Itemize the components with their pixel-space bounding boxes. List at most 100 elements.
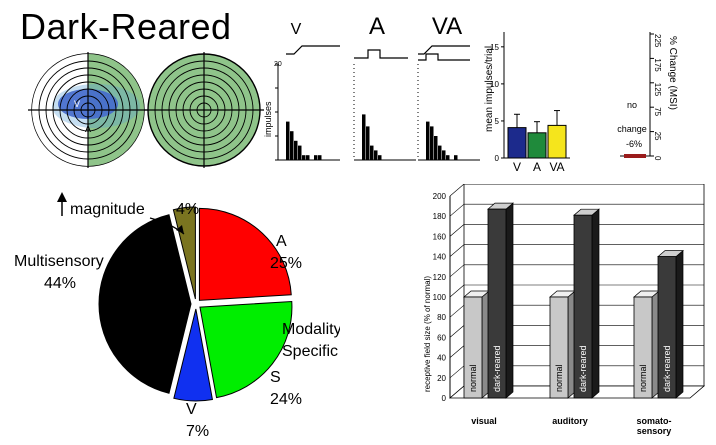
modality-specific-line1: Modality- <box>282 321 340 338</box>
stim-trace-v <box>286 45 340 55</box>
msi-ytick-label: 125 <box>653 83 662 97</box>
mean-xlabel: A <box>533 160 541 174</box>
rf-bar-normal <box>549 296 569 399</box>
rf-bar-label: dark-reared <box>492 345 502 392</box>
rf-gridline-side <box>449 184 465 197</box>
rf-bar-dark-reared <box>657 256 677 399</box>
rf-bar-normal <box>463 296 483 399</box>
rf-gridline-side <box>449 325 465 338</box>
rf-gridline-side <box>449 264 465 278</box>
psth-bin <box>294 140 298 160</box>
psth-ylabel: impulses <box>263 101 273 137</box>
rf-bar-side <box>591 208 600 399</box>
rf-ytick-label: 20 <box>437 374 446 383</box>
s-slice-label: S <box>270 369 281 386</box>
cond-va-label: VA <box>432 13 462 40</box>
rf-ylabel: receptive field size (% of normal) <box>423 276 432 392</box>
mean-bar-v <box>507 127 527 159</box>
psth-bin <box>366 126 370 160</box>
rf-ytick-label: 140 <box>433 253 447 262</box>
rf-bar-label: dark-reared <box>578 345 588 392</box>
receptive-field-diagram: V A <box>28 52 264 168</box>
rf-ytick-label: 200 <box>433 192 447 201</box>
msi-ytick-label: 0 <box>653 156 662 161</box>
msi-bar <box>624 154 646 158</box>
left-eye-field: V A <box>28 52 148 168</box>
rf-ytick-label: 80 <box>437 313 446 322</box>
pie-slice-multisensory <box>98 214 192 394</box>
rf-ytick-label: 120 <box>433 273 447 282</box>
s-slice-pct: 24% <box>270 391 302 408</box>
msi-chart: no change -6% 0 25 75 125 175 225 % Change (M… <box>617 32 678 161</box>
magnitude-leader-arrow-icon <box>176 225 184 234</box>
rf-ytick-label: 0 <box>442 394 447 403</box>
mean-ytick-label: 5 <box>495 117 500 126</box>
mean-ylabel: mean impulses/trial <box>484 46 495 132</box>
msi-value-label: -6% <box>626 139 642 149</box>
multisensory-label: Multisensory <box>14 253 104 270</box>
rf-gridline-side <box>449 224 465 237</box>
modality-specific-line2: Specific (56%) <box>282 343 340 360</box>
psth-bin <box>374 150 378 160</box>
stim-trace-va-auditory <box>418 53 470 61</box>
stim-trace-a <box>354 49 408 59</box>
rf-ytick-label: 160 <box>433 232 447 241</box>
msi-ytick-label: 175 <box>653 58 662 72</box>
rf-gridline-side <box>449 345 465 358</box>
rf-bar-label: normal <box>468 364 478 392</box>
pie-slice-a <box>198 207 292 301</box>
rf-xlabel: visual <box>471 416 497 426</box>
rf-ytick-label: 100 <box>433 293 447 302</box>
rf-ytick-label: 40 <box>437 354 446 363</box>
cond-v-label: V <box>291 21 302 38</box>
cond-a-label: A <box>369 13 385 40</box>
rf-bar-label: normal <box>638 364 648 392</box>
mean-bar-a <box>527 132 547 159</box>
a-slice-pct: 25% <box>270 255 302 272</box>
right-eye-field <box>144 52 264 168</box>
rf-ytick-label: 180 <box>433 212 447 221</box>
v-field-label: V <box>74 99 80 109</box>
psth-bin <box>454 155 458 160</box>
increase-arrow-icon <box>57 192 67 202</box>
rf-bar-label: normal <box>554 364 564 392</box>
rf-gridline-side <box>449 284 465 298</box>
psth-bin <box>306 155 310 160</box>
rf-bar-dark-reared <box>487 208 507 399</box>
magnitude-pct: 4% <box>176 201 199 218</box>
psth-bin <box>290 131 294 160</box>
msi-ylabel: % Change (MSI) <box>667 36 678 110</box>
rf-gridline-side <box>449 203 465 217</box>
rf-bar-side <box>675 249 684 399</box>
rf-gridline-side <box>449 304 465 318</box>
stim-trace-va-visual <box>418 45 470 55</box>
rf-gridline-side <box>449 365 465 379</box>
rf-bar-side <box>505 202 514 399</box>
psth-bin <box>438 145 442 160</box>
v-slice-label: V <box>186 401 197 418</box>
msi-ytick-label: 225 <box>653 34 662 48</box>
psth-bin <box>426 121 430 160</box>
msi-ytick-label: 75 <box>653 107 662 116</box>
pie-slice-v <box>173 308 214 402</box>
psth-bin <box>286 121 290 160</box>
rf-bar-normal <box>633 296 653 399</box>
v-slice-pct: 7% <box>186 423 209 440</box>
rf-xlabel: auditory <box>552 416 588 426</box>
psth-bin <box>430 126 434 160</box>
psth-bin <box>446 155 450 160</box>
msi-no-label: no <box>627 100 637 110</box>
a-slice-label: A <box>276 233 287 250</box>
rf-bar-label: dark-reared <box>662 345 672 392</box>
rf-bar-dark-reared <box>573 214 593 399</box>
psth-bin <box>370 145 374 160</box>
psth-bin <box>298 145 302 160</box>
psth-bin <box>434 136 438 160</box>
psth-bin <box>314 155 318 160</box>
mean-impulses-chart: mean impulses/trial 0 5 10 15 V A VA <box>484 32 570 174</box>
figure-title: Dark-Reared <box>20 6 232 47</box>
magnitude-label: magnitude <box>70 201 145 218</box>
mean-bar-va <box>547 124 567 159</box>
psth-bin <box>362 114 366 160</box>
rf-xlabel: somato- <box>636 416 671 426</box>
